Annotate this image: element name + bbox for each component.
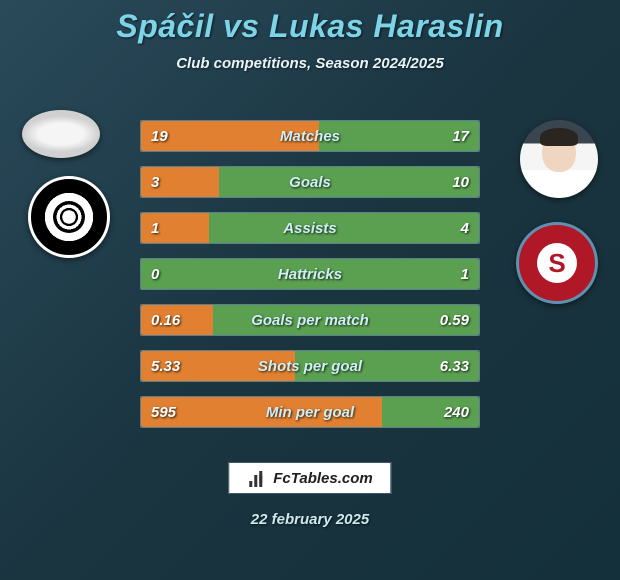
stat-label: Goals	[141, 174, 479, 191]
page-title: Spáčil vs Lukas Haraslin	[0, 0, 620, 45]
stat-label: Hattricks	[141, 266, 479, 283]
player-left-photo	[22, 110, 100, 158]
page-subtitle: Club competitions, Season 2024/2025	[0, 55, 620, 72]
stat-row: 310Goals	[140, 166, 480, 198]
player-right-photo	[520, 120, 598, 198]
stat-row: 01Hattricks	[140, 258, 480, 290]
stat-row: 1917Matches	[140, 120, 480, 152]
stat-row: 5.336.33Shots per goal	[140, 350, 480, 382]
stat-row: 0.160.59Goals per match	[140, 304, 480, 336]
stat-label: Matches	[141, 128, 479, 145]
stat-label: Shots per goal	[141, 358, 479, 375]
ball-icon	[53, 201, 85, 233]
stat-label: Assists	[141, 220, 479, 237]
date-label: 22 february 2025	[0, 511, 620, 528]
sparta-icon: S	[537, 243, 577, 283]
chart-icon	[247, 469, 267, 487]
stat-label: Min per goal	[141, 404, 479, 421]
club-left-badge	[28, 176, 110, 258]
stat-row: 595240Min per goal	[140, 396, 480, 428]
comparison-infographic: Spáčil vs Lukas Haraslin Club competitio…	[0, 0, 620, 580]
stat-row: 14Assists	[140, 212, 480, 244]
club-right-badge: S	[516, 222, 598, 304]
branding-badge: FcTables.com	[228, 462, 391, 494]
stats-bars: 1917Matches 310Goals 14Assists 01Hattricks 0…	[140, 120, 480, 442]
stat-label: Goals per match	[141, 312, 479, 329]
branding-text: FcTables.com	[273, 470, 372, 487]
